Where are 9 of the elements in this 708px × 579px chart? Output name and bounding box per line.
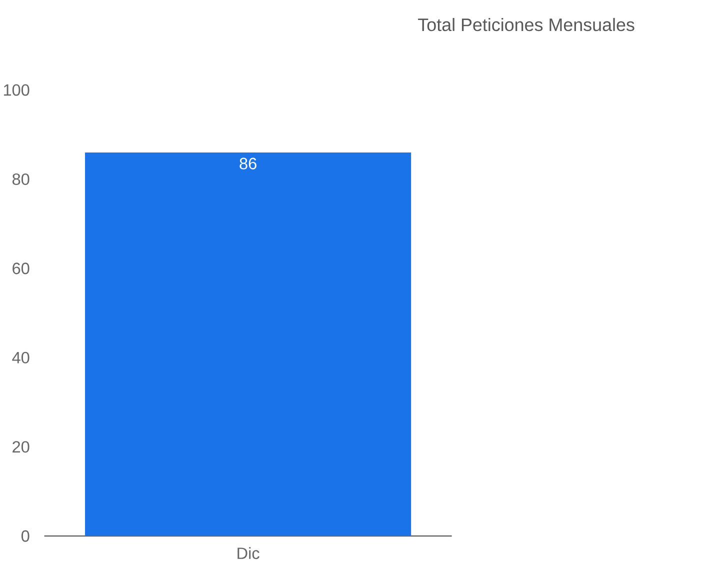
- y-tick-label: 60: [12, 262, 30, 274]
- data-label: 86: [240, 158, 256, 170]
- x-tick-label: Dic: [238, 546, 260, 559]
- y-tick-label: 40: [12, 352, 30, 364]
- y-tick-label: 80: [12, 173, 30, 185]
- y-tick-label: 20: [12, 440, 30, 452]
- y-tick-label: 100: [4, 84, 30, 96]
- y-tick-label: 0: [22, 530, 30, 542]
- text: Total Peticiones Mensuales: [418, 18, 634, 31]
